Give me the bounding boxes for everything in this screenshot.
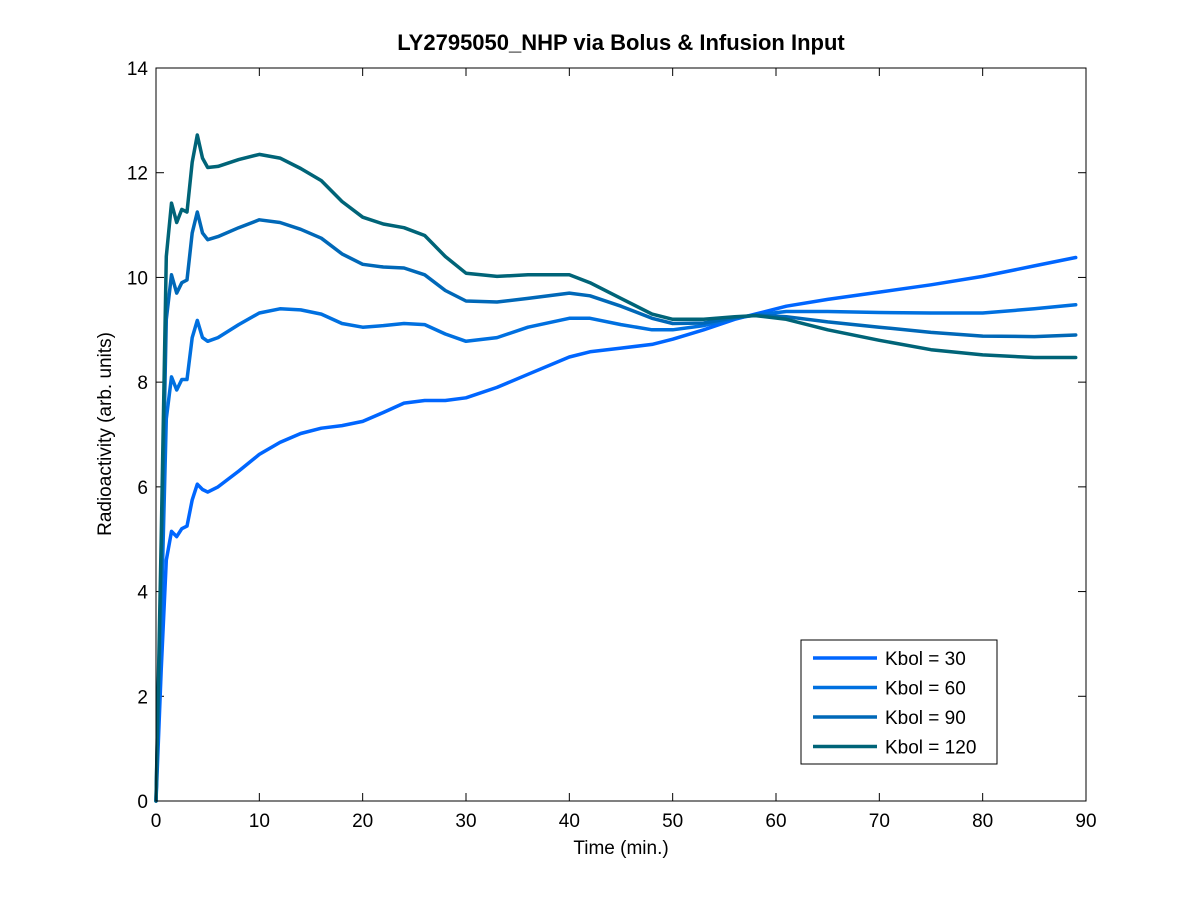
y-tick-label: 14 — [127, 59, 149, 80]
x-tick-label: 50 — [662, 811, 683, 832]
y-tick-label: 4 — [137, 583, 148, 604]
y-axis-label: Radioactivity (arb. units) — [95, 332, 116, 536]
x-tick-label: 10 — [249, 811, 270, 832]
legend-label: Kbol = 90 — [885, 708, 966, 729]
legend-label: Kbol = 120 — [885, 738, 976, 759]
axes-frame — [155, 67, 1087, 802]
axis-ticks: 0 10 20 30 40 50 60 70 80 90 0 2 4 6 8 10 12 14 — [127, 59, 1097, 832]
x-tick-label: 20 — [352, 811, 373, 832]
legend-label: Kbol = 30 — [885, 649, 966, 670]
y-tick-label: 10 — [127, 268, 148, 289]
y-tick-label: 0 — [137, 792, 148, 813]
y-tick-label: 6 — [137, 478, 148, 499]
legend-label: Kbol = 60 — [885, 679, 966, 700]
legend-box — [800, 639, 998, 765]
legend: Kbol = 30 Kbol = 60 Kbol = 90 Kbol = 120 — [800, 639, 998, 765]
x-tick-label: 80 — [972, 811, 993, 832]
x-tick-label: 90 — [1075, 811, 1096, 832]
x-tick-label: 70 — [869, 811, 890, 832]
series-line-kbol-1 — [154, 255, 1078, 803]
x-tick-label: 60 — [765, 811, 786, 832]
x-tick-label: 40 — [559, 811, 580, 832]
series-line-kbol-4 — [154, 133, 1078, 803]
series-lines — [154, 133, 1078, 803]
x-tick-label: 0 — [151, 811, 162, 832]
x-axis-label: Time (min.) — [573, 838, 668, 859]
y-tick-label: 12 — [127, 164, 148, 185]
chart-title: LY2795050_NHP via Bolus & Infusion Input — [397, 30, 845, 55]
y-tick-label: 8 — [137, 373, 148, 394]
y-tick-label: 2 — [137, 687, 148, 708]
x-tick-label: 30 — [455, 811, 476, 832]
